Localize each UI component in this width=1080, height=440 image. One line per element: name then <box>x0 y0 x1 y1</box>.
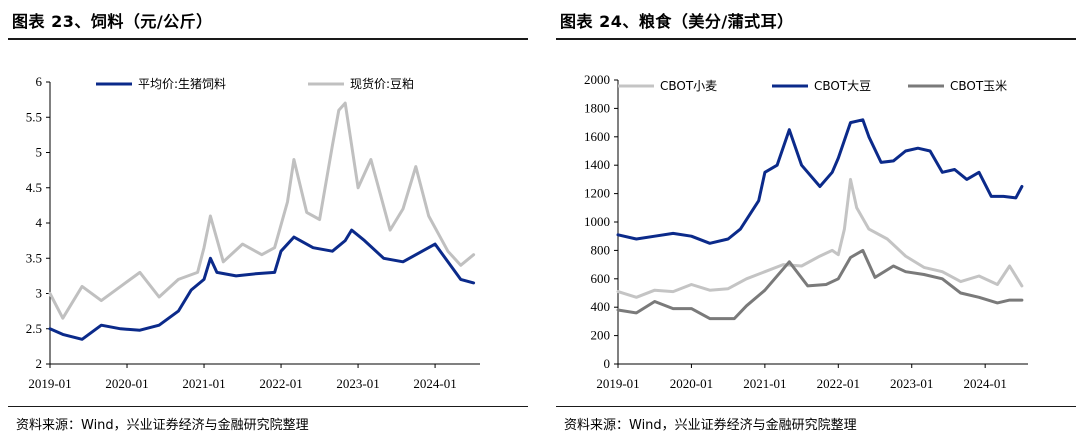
legend-label: 平均价:生猪饲料 <box>138 77 226 91</box>
y-tick-label: 4 <box>36 215 43 230</box>
x-tick-label: 2019-01 <box>596 376 639 391</box>
series-line-0 <box>48 228 476 341</box>
y-tick-label: 800 <box>591 242 611 257</box>
x-tick-label: 2020-01 <box>670 376 713 391</box>
feed-price-chart: 2 2.5 3 3.5 4 4.5 5 5.5 6 2019-01 2020-01 2021-01 20… <box>26 74 480 391</box>
legend-label: CBOT大豆 <box>814 79 871 93</box>
feed-chart-title: 图表 23、饲料（元/公斤） <box>12 12 213 31</box>
grain-chart-source: 资料来源：Wind，兴业证券经济与金融研究院整理 <box>564 418 857 433</box>
y-tick-label: 1800 <box>584 100 610 115</box>
x-tick-label: 2023-01 <box>890 376 933 391</box>
y-tick-label: 2.5 <box>26 321 42 336</box>
y-tick-label: 4.5 <box>26 180 42 195</box>
legend-label: CBOT玉米 <box>950 79 1007 93</box>
title-rule <box>556 38 1076 40</box>
x-tick-label: 2021-01 <box>182 376 225 391</box>
y-tick-label: 3 <box>36 286 43 301</box>
source-rule <box>556 406 1076 407</box>
feed-chart-source: 资料来源：Wind，兴业证券经济与金融研究院整理 <box>16 418 309 433</box>
y-tick-label: 2 <box>36 356 43 371</box>
feed-panel: 图表 23、饲料（元/公斤） 2 2.5 3 3.5 4 4.5 5 5.5 6 2019-01 2… <box>8 0 536 440</box>
x-tick-label: 2024-01 <box>963 376 1006 391</box>
grain-price-chart: 0 200 400 600 800 1000 1200 1400 1600 1800 2000 201… <box>584 72 1028 391</box>
y-tick-label: 600 <box>591 271 611 286</box>
legend-label: 现货价:豆粕 <box>350 76 414 91</box>
y-tick-label: 5.5 <box>26 109 42 124</box>
series-line-1 <box>616 118 1024 245</box>
y-tick-label: 1400 <box>584 157 610 172</box>
y-tick-label: 1000 <box>584 214 610 229</box>
grain-panel: 图表 24、粮食（美分/蒲式耳） 0 200 400 600 800 1000 1200 14… <box>556 0 1080 440</box>
series-line-1 <box>48 101 476 320</box>
series-line-0 <box>616 177 1024 299</box>
y-tick-label: 5 <box>36 145 43 160</box>
y-tick-label: 200 <box>591 328 611 343</box>
series-line-2 <box>616 248 1024 321</box>
x-tick-label: 2020-01 <box>105 376 148 391</box>
x-tick-label: 2024-01 <box>413 376 456 391</box>
x-tick-label: 2022-01 <box>817 376 860 391</box>
title-rule <box>8 38 528 40</box>
y-tick-label: 3.5 <box>26 250 42 265</box>
x-tick-label: 2021-01 <box>743 376 786 391</box>
y-tick-label: 1600 <box>584 129 610 144</box>
y-tick-label: 400 <box>591 299 611 314</box>
y-tick-label: 1200 <box>584 186 610 201</box>
x-tick-label: 2023-01 <box>336 376 379 391</box>
y-tick-label: 0 <box>604 356 611 371</box>
legend-label: CBOT小麦 <box>660 79 717 93</box>
grain-chart-title: 图表 24、粮食（美分/蒲式耳） <box>560 12 794 31</box>
y-tick-label: 2000 <box>584 72 610 87</box>
x-tick-label: 2022-01 <box>259 376 302 391</box>
source-rule <box>8 406 528 407</box>
x-tick-label: 2019-01 <box>28 376 71 391</box>
y-tick-label: 6 <box>36 74 43 89</box>
